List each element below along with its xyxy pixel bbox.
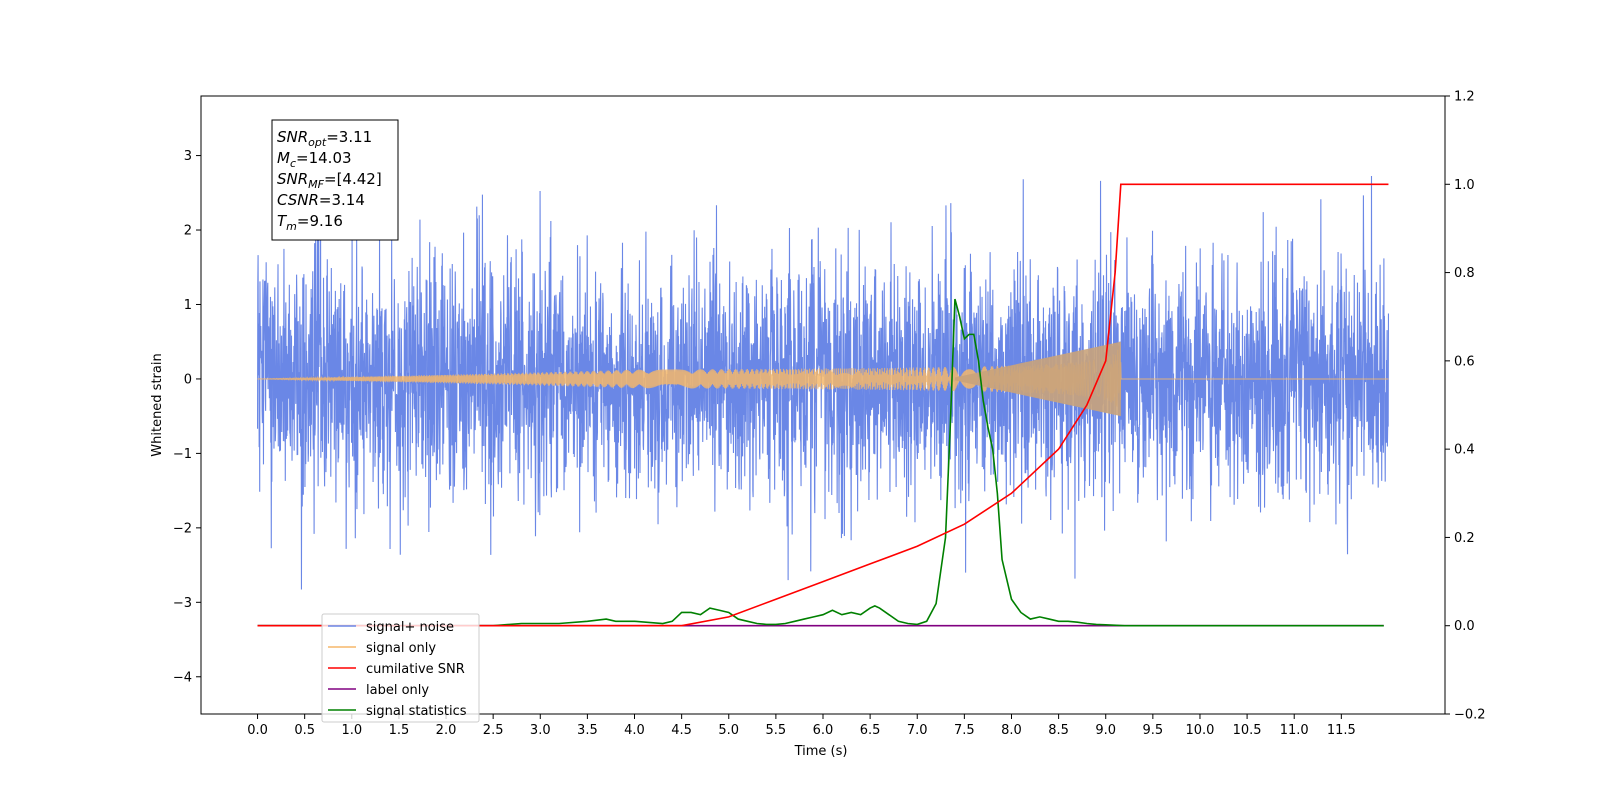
annotation-line: CSNR=3.14 bbox=[277, 191, 365, 209]
x-tick-label: 4.5 bbox=[671, 723, 692, 738]
x-tick-label: 8.5 bbox=[1048, 723, 1069, 738]
x-tick-label: 4.0 bbox=[624, 723, 645, 738]
x-tick-label: 6.0 bbox=[813, 723, 834, 738]
x-tick-label: 6.5 bbox=[860, 723, 881, 738]
x-tick-label: 10.0 bbox=[1185, 723, 1214, 738]
annotation-line: SNRMF=[4.42] bbox=[277, 170, 382, 191]
y-tick-label: 2 bbox=[184, 224, 192, 239]
x-tick-label: 10.5 bbox=[1233, 723, 1262, 738]
x-tick-label: 5.0 bbox=[718, 723, 739, 738]
metrics-annotation-box: SNRopt=3.11Mc=14.03SNRMF=[4.42]CSNR=3.14… bbox=[271, 119, 399, 241]
y-tick-label: 3 bbox=[184, 149, 192, 164]
x-tick-label: 7.0 bbox=[907, 723, 928, 738]
y-tick-label: −3 bbox=[173, 596, 192, 611]
signal-only-series bbox=[257, 341, 1389, 417]
x-tick-label: 9.0 bbox=[1095, 723, 1116, 738]
signal-chirp-envelope bbox=[954, 341, 1121, 417]
y-tick-label: −1 bbox=[173, 447, 192, 462]
x-tick-label: 11.0 bbox=[1280, 723, 1309, 738]
legend-label: signal statistics bbox=[366, 704, 467, 719]
x-tick-label: 9.5 bbox=[1143, 723, 1164, 738]
annotation-frame bbox=[271, 119, 399, 241]
x-tick-label: 0.0 bbox=[247, 723, 268, 738]
y2-tick-label: 0.8 bbox=[1454, 266, 1475, 281]
cumulative-snr-line bbox=[257, 183, 1389, 627]
x-axis-label: Time (s) bbox=[794, 744, 848, 759]
x-axis: 0.0 0.5 1.0 1.5 2.0 2.5 3.0 3.5 4.0 4.5 5.0 5.5 6.0 6… bbox=[247, 714, 1356, 738]
legend-frame bbox=[321, 613, 480, 723]
y-axis-left: 3 2 1 0 −1 −2 −3 −4 bbox=[173, 149, 201, 685]
y-tick-label: −2 bbox=[173, 521, 192, 536]
x-tick-label: 1.0 bbox=[341, 723, 362, 738]
y2-tick-label: 0.2 bbox=[1454, 531, 1475, 546]
signal-only-line bbox=[257, 345, 1389, 407]
y-axis-label: Whitened strain bbox=[150, 353, 165, 456]
x-tick-label: 5.5 bbox=[766, 723, 787, 738]
legend-label: label only bbox=[366, 683, 429, 698]
y-tick-label: −4 bbox=[173, 670, 192, 685]
y-tick-label: 1 bbox=[184, 298, 192, 313]
y2-tick-label: 1.0 bbox=[1454, 178, 1475, 193]
x-tick-label: 0.5 bbox=[294, 723, 315, 738]
x-tick-label: 3.0 bbox=[530, 723, 551, 738]
y2-tick-label: 0.6 bbox=[1454, 354, 1475, 369]
y2-tick-label: −0.2 bbox=[1454, 708, 1486, 723]
annotation-line: SNRopt=3.11 bbox=[277, 128, 372, 149]
x-tick-label: 7.5 bbox=[954, 723, 975, 738]
legend-label: signal+ noise bbox=[366, 620, 454, 635]
x-tick-label: 2.5 bbox=[483, 723, 504, 738]
x-tick-label: 1.5 bbox=[389, 723, 410, 738]
y2-tick-label: 0.0 bbox=[1454, 619, 1475, 634]
y2-tick-label: 1.2 bbox=[1454, 90, 1475, 105]
legend-label: signal only bbox=[366, 641, 436, 656]
y-axis-right: 1.2 1.0 0.8 0.6 0.4 0.2 0.0 −0.2 bbox=[1445, 90, 1486, 723]
annotation-line: Tm=9.16 bbox=[277, 212, 343, 233]
x-tick-label: 2.0 bbox=[436, 723, 457, 738]
x-tick-label: 11.5 bbox=[1327, 723, 1356, 738]
legend-label: cumilative SNR bbox=[366, 662, 465, 677]
signal-statistics-line bbox=[257, 298, 1384, 627]
legend: signal+ noise signal only cumilative SNR la… bbox=[321, 613, 480, 723]
y-tick-label: 0 bbox=[184, 372, 192, 387]
y2-tick-label: 0.4 bbox=[1454, 443, 1475, 458]
x-tick-label: 8.0 bbox=[1001, 723, 1022, 738]
annotation-line: Mc=14.03 bbox=[277, 149, 352, 170]
x-tick-label: 3.5 bbox=[577, 723, 598, 738]
